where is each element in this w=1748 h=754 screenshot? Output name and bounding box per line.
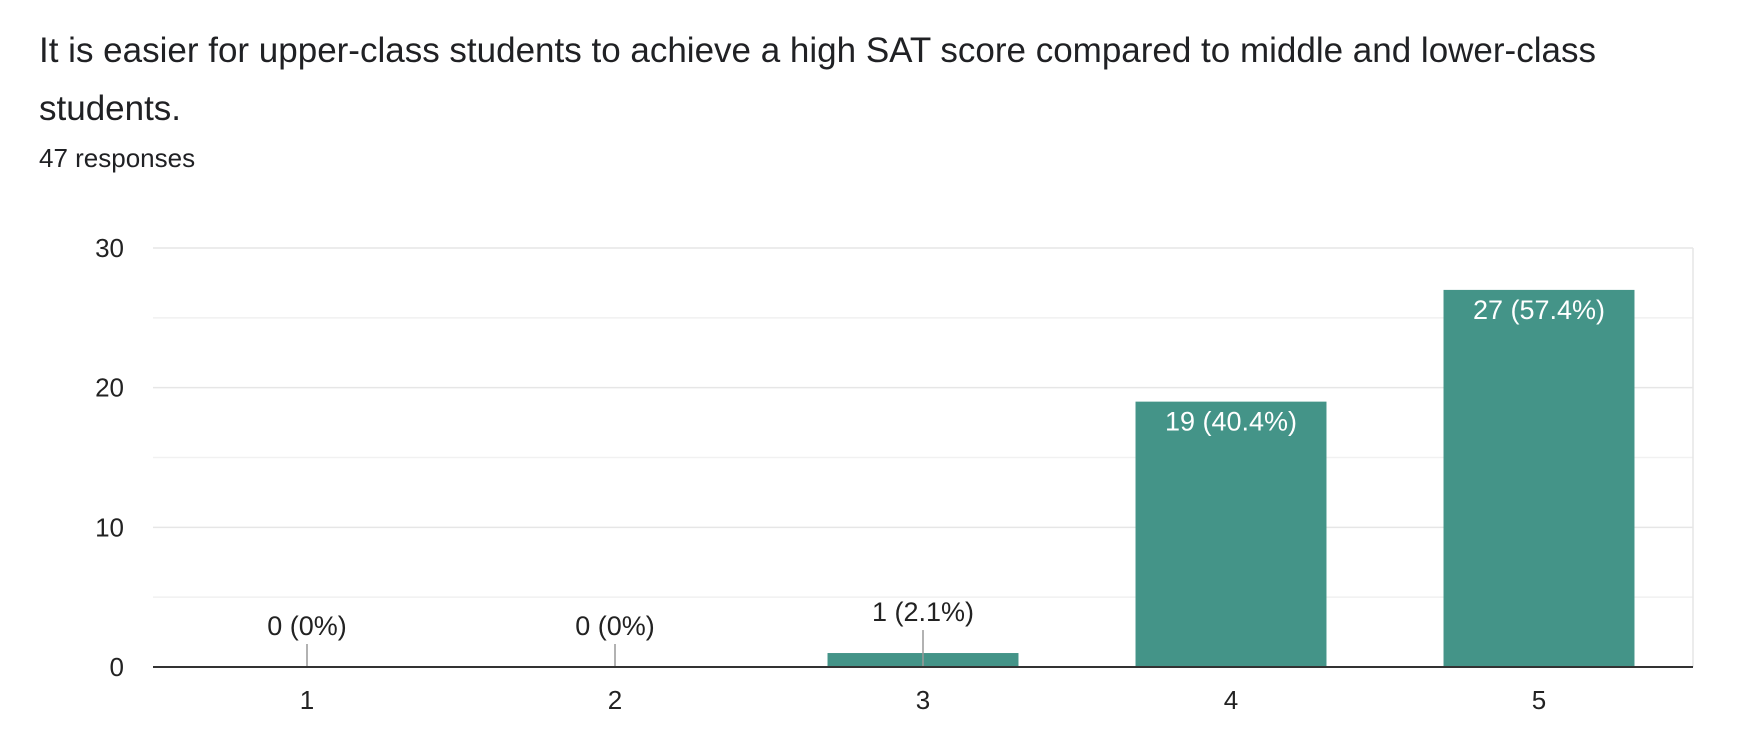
data-labels: 0 (0%) 0 (0%) 1 (2.1%) 19 (40.4%) 27 (57.4%) xyxy=(267,295,1605,641)
response-count: 47 responses xyxy=(39,143,196,173)
x-tick-label-1: 1 xyxy=(300,685,314,715)
y-tick-label: 10 xyxy=(95,512,124,542)
y-tick-label: 0 xyxy=(110,652,124,682)
data-label-5: 27 (57.4%) xyxy=(1473,295,1605,325)
grid-lines xyxy=(153,247,1694,667)
x-tick-label-2: 2 xyxy=(608,685,622,715)
x-tick-label-4: 4 xyxy=(1224,685,1238,715)
data-label-3: 1 (2.1%) xyxy=(872,597,974,627)
y-tick-label: 30 xyxy=(95,233,124,263)
label-leaders xyxy=(306,630,924,666)
data-label-4: 19 (40.4%) xyxy=(1165,407,1297,437)
data-label-2: 0 (0%) xyxy=(575,611,655,641)
bar-5 xyxy=(1443,289,1635,667)
data-label-1: 0 (0%) xyxy=(267,611,347,641)
x-axis-ticks: 1 2 3 4 5 xyxy=(300,685,1546,715)
bars xyxy=(827,289,1635,667)
y-axis-ticks: 0 10 20 30 xyxy=(95,233,124,682)
x-tick-label-5: 5 xyxy=(1532,685,1546,715)
question-title: It is easier for upper-class students to… xyxy=(39,31,1596,128)
x-tick-label-3: 3 xyxy=(916,685,930,715)
bar-4 xyxy=(1135,401,1327,667)
y-tick-label: 20 xyxy=(95,373,124,403)
